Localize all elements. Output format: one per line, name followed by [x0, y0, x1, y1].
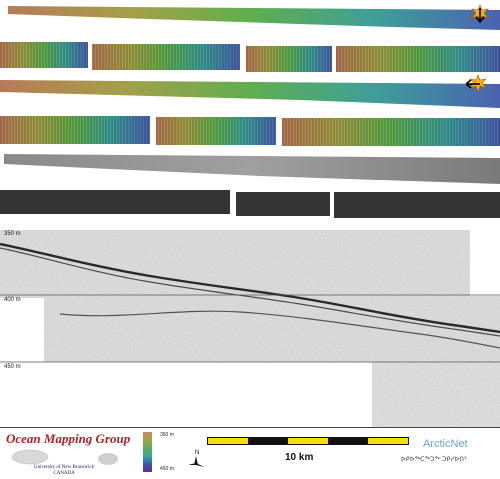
omg-map-graphic: [11, 449, 118, 465]
depth-label-350: 350 m: [4, 231, 21, 237]
bathymetry-strip-1: [8, 6, 500, 30]
subbottom-profile-panel: 350 m 400 m 450 m: [0, 230, 500, 428]
bathymetry-strip-3: [0, 80, 500, 108]
legend-bottom-label: 450 m: [160, 466, 174, 472]
backscatter-strip-1: [4, 154, 500, 184]
omg-country: CANADA: [53, 471, 75, 476]
scale-label: 10 km: [285, 452, 314, 463]
omg-affiliation: University of New Brunswick CANADA: [34, 465, 94, 477]
north-label: N: [195, 450, 199, 456]
seafloor-reflector: [0, 242, 500, 334]
omg-university: University of New Brunswick: [34, 465, 95, 470]
legend-top-label: 350 m: [160, 432, 174, 438]
bathymetry-strip-2: [0, 42, 500, 72]
arcticnet-syllabics: ᐅᑭᐅᖅᑕᖅᑐᖅ ᑐᑭᓯᐅᑎᑦ: [401, 457, 468, 463]
north-arrow-icon: N: [188, 450, 204, 467]
subsurface-reflector: [59, 310, 500, 349]
direction-arrow-down-icon: [471, 4, 489, 24]
footer: [0, 428, 500, 479]
direction-arrow-left-icon: [466, 74, 486, 93]
backscatter-strip-2: [0, 190, 500, 218]
arcticnet-logo: ArcticNet: [423, 438, 468, 450]
ocean-mapping-group-logo: Ocean Mapping Group: [6, 431, 131, 446]
depth-color-legend: [143, 432, 152, 472]
depth-label-400: 400 m: [4, 297, 21, 303]
depth-label-450: 450 m: [4, 364, 21, 370]
seismic-profile: [0, 230, 500, 427]
swath-panel: [0, 0, 500, 231]
scale-bar: [207, 437, 409, 445]
bathymetry-strip-4: [0, 116, 500, 146]
swath-strips: [0, 6, 500, 218]
